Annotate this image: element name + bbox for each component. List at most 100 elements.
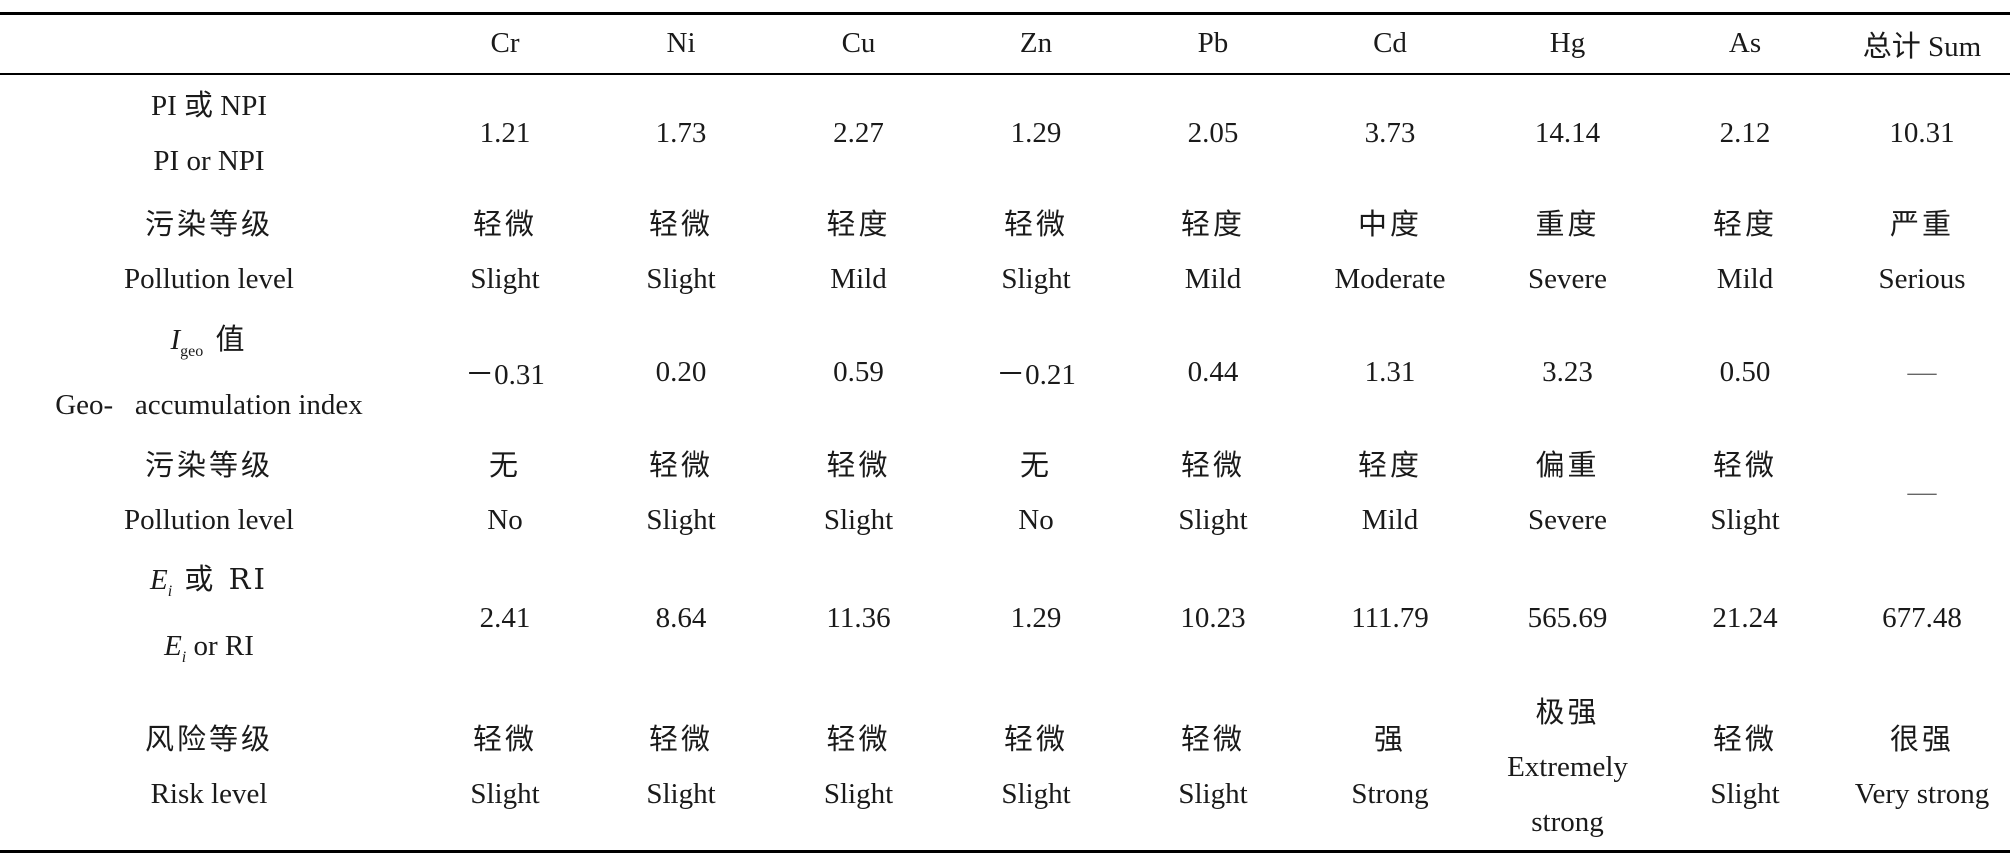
table-cell: 轻微 Slight bbox=[1125, 684, 1301, 853]
label-suffix: 或 RI bbox=[172, 562, 268, 597]
row-label-ei-ri: Ei 或 RI Ei or RI bbox=[0, 552, 418, 685]
cell-en: Mild bbox=[1361, 503, 1419, 536]
cell-cn: 轻度 bbox=[1180, 207, 1245, 241]
cell-en: Slight bbox=[1710, 778, 1780, 811]
row-label-top: Igeo 值 bbox=[0, 312, 418, 379]
header-cell-ni: Ni bbox=[592, 12, 770, 75]
cell-cn: 轻微 bbox=[1712, 722, 1777, 757]
table-cell: 轻微 Slight bbox=[770, 684, 947, 853]
label-suffix: 值 bbox=[203, 321, 248, 356]
table-row-ei-ri: Ei 或 RI Ei or RI 2.41 8.64 11.36 1.29 10… bbox=[0, 552, 2010, 685]
cell-en: Slight bbox=[470, 263, 540, 295]
table-cell: 1.29 bbox=[1010, 117, 1062, 149]
table-cell: 565.69 bbox=[1527, 602, 1608, 635]
table-cell: 轻微 Slight bbox=[947, 193, 1125, 312]
table-cell: 1.21 bbox=[479, 117, 531, 149]
header-cell-cr: Cr bbox=[418, 12, 592, 75]
cell-cn: 重度 bbox=[1535, 207, 1600, 241]
row-label-bottom: Ei or RI bbox=[0, 619, 418, 685]
cell-en: Very strong bbox=[1854, 778, 1990, 811]
label-italic-symbol: I bbox=[170, 323, 181, 356]
table-cell: 0.59 bbox=[833, 355, 884, 388]
table-cell: 0.44 bbox=[1187, 355, 1239, 388]
table-cell: －0.31 bbox=[465, 359, 545, 392]
cell-cn: 轻微 bbox=[1003, 722, 1068, 757]
table-cell: 轻度 Mild bbox=[1656, 193, 1834, 312]
cell-cn: 轻度 bbox=[1712, 207, 1777, 241]
table-row-pollution-level: 污染等级 Pollution level 轻微 Slight 轻微 Slight 轻… bbox=[0, 193, 2010, 312]
row-label-bottom: Risk level bbox=[150, 778, 268, 811]
header-row: Cr Ni Cu Zn Pb Cd Hg As 总计 Sum bbox=[0, 12, 2010, 75]
table-cell: 无 No bbox=[418, 433, 592, 552]
cell-en: Severe bbox=[1528, 263, 1607, 295]
table-cell: 轻度 Mild bbox=[1301, 433, 1479, 552]
table-cell: 2.27 bbox=[833, 117, 884, 149]
cell-cn: 轻微 bbox=[648, 207, 713, 241]
cell-en: Slight bbox=[1710, 503, 1780, 536]
header-cell-zn: Zn bbox=[947, 12, 1125, 75]
cell-cn: 轻微 bbox=[1003, 207, 1068, 241]
header-cell-cu: Cu bbox=[770, 12, 947, 75]
table-cell: 轻微 Slight bbox=[1656, 684, 1834, 853]
table-row-igeo-pollution-level: 污染等级 Pollution level 无 No 轻微 Slight 轻微 Slig… bbox=[0, 433, 2010, 552]
table-cell: －0.21 bbox=[996, 359, 1076, 392]
header-cell-empty bbox=[0, 12, 418, 75]
header-cell-sum: 总计 Sum bbox=[1834, 12, 2010, 75]
table-cell: 很强 Very strong bbox=[1834, 684, 2010, 853]
cell-cn: 轻微 bbox=[472, 207, 537, 241]
table-row-igeo: Igeo 值 Geo- accumulation index －0.31 0.2… bbox=[0, 312, 2010, 434]
cell-cn: 中度 bbox=[1357, 207, 1422, 241]
row-label-top: 风险等级 bbox=[144, 722, 273, 757]
cell-en: Strong bbox=[1351, 778, 1429, 811]
label-italic-symbol: E bbox=[150, 564, 168, 597]
table-container: Cr Ni Cu Zn Pb Cd Hg As 总计 Sum PI 或 NPI … bbox=[0, 12, 2010, 853]
cell-cn: 偏重 bbox=[1535, 447, 1600, 482]
table-cell: 偏重 Severe bbox=[1479, 433, 1656, 552]
table-cell: 0.20 bbox=[655, 355, 707, 388]
header-cell-pb: Pb bbox=[1125, 12, 1301, 75]
cell-cn: 轻微 bbox=[648, 722, 713, 757]
row-label-bottom: Geo- accumulation index bbox=[55, 389, 363, 422]
header-cell-hg: Hg bbox=[1479, 12, 1656, 75]
header-cell-as: As bbox=[1656, 12, 1834, 75]
cell-cn: 强 bbox=[1373, 722, 1406, 757]
table-cell: 轻微 Slight bbox=[592, 684, 770, 853]
row-label-bottom: Pollution level bbox=[124, 503, 294, 536]
table-cell: 21.24 bbox=[1712, 602, 1778, 635]
table-cell: 1.29 bbox=[1010, 602, 1062, 635]
cell-cn: 轻度 bbox=[826, 207, 891, 241]
row-label-top: PI 或 NPI bbox=[150, 89, 267, 122]
cell-cn: 无 bbox=[488, 447, 521, 482]
table-cell: 111.79 bbox=[1351, 602, 1429, 635]
cell-cn: 轻度 bbox=[1357, 447, 1422, 482]
table-cell: 10.23 bbox=[1180, 602, 1246, 635]
table-cell: 1.73 bbox=[655, 117, 707, 149]
table-cell: 10.31 bbox=[1889, 117, 1955, 149]
table-cell: 无 No bbox=[947, 433, 1125, 552]
cell-en: Slight bbox=[1001, 778, 1071, 811]
cell-en: Mild bbox=[1184, 263, 1242, 295]
cell-en: Mild bbox=[830, 263, 887, 295]
table-cell: 1.31 bbox=[1364, 355, 1416, 388]
table-cell: 11.36 bbox=[826, 602, 891, 635]
table-cell: 强 Strong bbox=[1301, 684, 1479, 853]
cell-en: Extremely strong bbox=[1507, 750, 1628, 838]
label-subscript: i bbox=[167, 583, 173, 601]
table-cell: 3.23 bbox=[1542, 355, 1593, 388]
table-cell: 极强 Extremely strong bbox=[1479, 684, 1656, 853]
cell-en: Slight bbox=[470, 778, 540, 811]
cell-cn: 轻微 bbox=[472, 722, 537, 757]
cell-cn: 轻微 bbox=[826, 447, 891, 482]
row-label-top: 污染等级 bbox=[144, 447, 273, 482]
row-label-pi: PI 或 NPI PI or NPI bbox=[0, 74, 418, 193]
cell-en: Slight bbox=[1001, 263, 1071, 295]
cell-en: Moderate bbox=[1334, 263, 1446, 295]
cell-en: Slight bbox=[1178, 503, 1248, 536]
table-cell: 轻微 Slight bbox=[592, 433, 770, 552]
table-cell: — bbox=[1907, 355, 1937, 388]
cell-en: No bbox=[1018, 503, 1054, 536]
row-label-pollution-level: 污染等级 Pollution level bbox=[0, 193, 418, 312]
label-subscript: geo bbox=[180, 342, 204, 360]
table-cell: 严重 Serious bbox=[1834, 193, 2010, 312]
cell-cn: 轻微 bbox=[1180, 722, 1245, 757]
